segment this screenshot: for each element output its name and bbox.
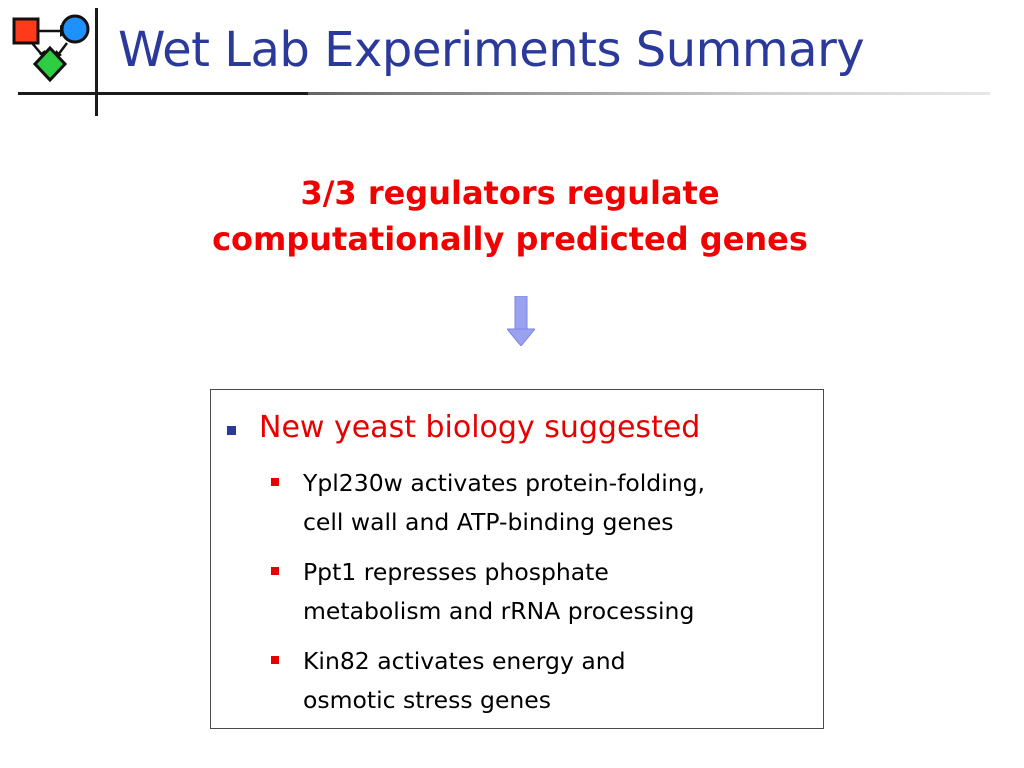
sub-bullet-line: Kin82 activates energy and (303, 647, 626, 675)
page-title: Wet Lab Experiments Summary (118, 22, 865, 78)
headline-line-1: 3/3 regulators regulate (300, 174, 720, 212)
sub-bullet-line: Ypl230w activates protein-folding, (303, 469, 706, 497)
network-diagram-logo-icon (12, 14, 90, 83)
square-bullet-icon (271, 656, 279, 664)
sub-bullet-line: metabolism and rRNA processing (303, 597, 695, 625)
sub-bullet-line: Ppt1 represses phosphate (303, 558, 609, 586)
sub-bullet-text: Ypl230w activates protein-folding, cell … (303, 464, 823, 542)
square-bullet-icon (271, 567, 279, 575)
header-rule (98, 92, 990, 95)
headline-line-2: computationally predicted genes (212, 220, 808, 258)
sub-bullet-text: Kin82 activates energy and osmotic stres… (303, 642, 823, 720)
sub-bullet-text: Ppt1 represses phosphate metabolism and … (303, 553, 823, 631)
header-rule-accent (18, 92, 308, 95)
findings-box: New yeast biology suggested Ypl230w acti… (210, 389, 824, 729)
sub-bullet-line: cell wall and ATP-binding genes (303, 508, 674, 536)
main-bullet-text: New yeast biology suggested (259, 410, 701, 445)
header-vertical-rule (95, 8, 98, 116)
sub-bullet-line: osmotic stress genes (303, 686, 552, 714)
square-bullet-icon (271, 478, 279, 486)
headline: 3/3 regulators regulate computationally … (100, 170, 920, 262)
down-arrow-icon (507, 296, 535, 346)
square-bullet-icon (227, 426, 236, 435)
